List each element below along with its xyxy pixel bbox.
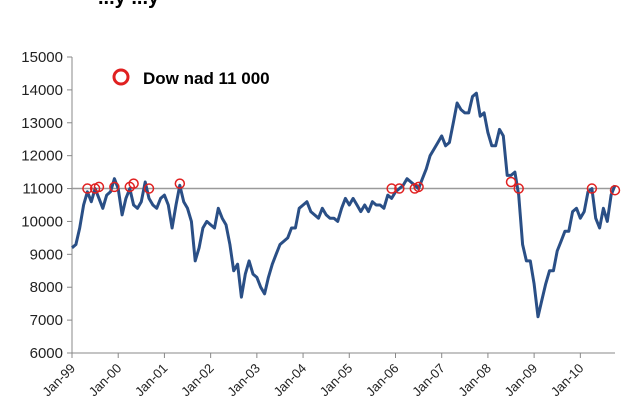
x-tick-label: Jan-05 <box>317 361 356 400</box>
y-tick-label: 14000 <box>21 82 63 99</box>
x-tick-label: Jan-09 <box>502 361 541 400</box>
highlight-markers <box>82 176 621 196</box>
y-axis-ticks: 6000 7000 8000 9000 10000 11000 12000 13000 1400… <box>21 49 72 362</box>
highlight-point <box>128 178 139 189</box>
y-tick-label: 13000 <box>21 115 63 132</box>
legend-marker-icon <box>112 68 130 86</box>
y-tick-label: 10000 <box>21 213 63 230</box>
highlight-point <box>386 183 397 194</box>
highlight-point <box>586 183 598 194</box>
x-tick-label: Jan-01 <box>132 361 171 400</box>
x-tick-label: Jan-03 <box>224 361 263 400</box>
x-axis-ticks: Jan-99 Jan-00 Jan-01 Jan-02 Jan-03 Jan-04 Jan-… <box>39 353 586 399</box>
highlight-point <box>174 178 186 189</box>
y-tick-label: 11000 <box>22 181 63 198</box>
highlight-point <box>109 181 120 193</box>
y-tick-label: 15000 <box>21 49 63 66</box>
series-group <box>71 91 617 319</box>
y-tick-label: 7000 <box>30 312 63 329</box>
header-fragment: ...y ...y <box>98 0 160 9</box>
y-tick-label: 8000 <box>30 279 63 296</box>
y-tick-label: 12000 <box>21 148 63 165</box>
highlight-point <box>82 183 93 194</box>
x-tick-label: Jan-99 <box>39 361 78 400</box>
highlight-point <box>609 184 621 196</box>
highlight-point <box>413 181 424 193</box>
highlight-point <box>93 181 105 193</box>
legend: Dow nad 11 000 <box>112 68 270 88</box>
highlight-point <box>394 183 405 194</box>
axes <box>71 57 615 354</box>
legend-label: Dow nad 11 000 <box>143 69 270 88</box>
dow-series-line <box>71 91 617 319</box>
highlight-point <box>505 176 517 188</box>
x-tick-label: Jan-07 <box>409 361 448 400</box>
x-tick-label: Jan-10 <box>548 361 587 400</box>
x-tick-label: Jan-04 <box>270 361 309 400</box>
x-tick-label: Jan-02 <box>178 361 217 400</box>
highlight-point <box>143 183 155 194</box>
highlight-point <box>513 183 524 194</box>
y-tick-label: 6000 <box>30 345 63 362</box>
x-tick-label: Jan-00 <box>86 361 125 400</box>
x-tick-label: Jan-08 <box>455 361 494 400</box>
y-tick-label: 9000 <box>30 246 63 263</box>
x-tick-label: Jan-06 <box>363 361 402 400</box>
